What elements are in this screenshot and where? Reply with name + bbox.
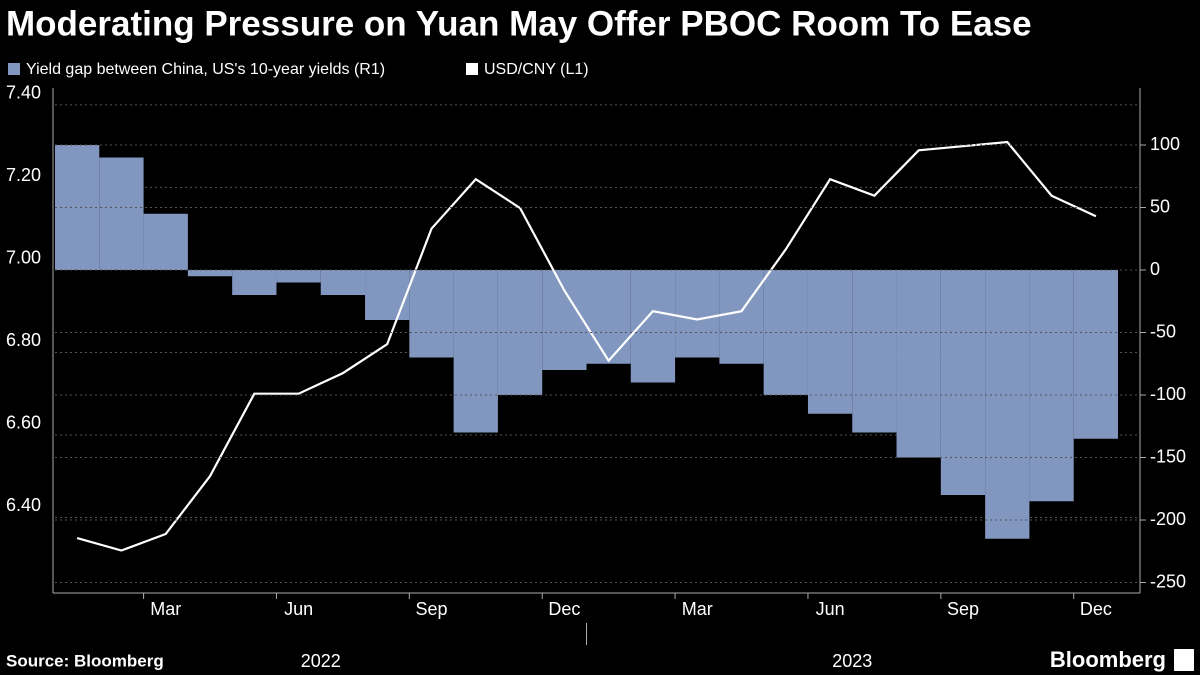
y-tick-label: 6.40 <box>6 495 41 515</box>
bar <box>365 270 410 320</box>
y2-tick-label: -150 <box>1150 446 1186 466</box>
source: Source: Bloomberg <box>6 651 164 670</box>
bar <box>940 270 986 495</box>
bar <box>143 213 188 270</box>
legend-label: USD/CNY (L1) <box>484 61 589 78</box>
y-tick-label: 7.00 <box>6 248 41 268</box>
bar <box>807 270 853 414</box>
x-tick-label: Jun <box>284 599 313 619</box>
y2-tick-label: -50 <box>1150 321 1176 341</box>
y-tick-label: 6.60 <box>6 413 41 433</box>
bar <box>586 270 631 364</box>
bar <box>719 270 764 364</box>
x-tick-label: Mar <box>682 599 713 619</box>
bar <box>630 270 676 383</box>
bar <box>276 270 321 283</box>
bar <box>187 270 233 277</box>
y2-tick-label: -100 <box>1150 384 1186 404</box>
bar <box>1073 270 1118 439</box>
y-tick-label: 6.80 <box>6 330 41 350</box>
chart-title: Moderating Pressure on Yuan May Offer PB… <box>6 4 1032 43</box>
bar <box>896 270 941 458</box>
x-tick-label: Dec <box>1080 599 1112 619</box>
year-label: 2023 <box>832 651 872 671</box>
x-tick-label: Dec <box>548 599 580 619</box>
bar <box>542 270 587 370</box>
year-label: 2022 <box>301 651 341 671</box>
y2-tick-label: -200 <box>1150 509 1186 529</box>
y2-tick-label: 50 <box>1150 196 1170 216</box>
x-tick-label: Jun <box>816 599 845 619</box>
bar <box>232 270 277 295</box>
bar <box>675 270 720 358</box>
brand-icon <box>1174 649 1194 671</box>
line <box>76 140 1097 552</box>
y-tick-label: 7.20 <box>6 165 41 185</box>
bar <box>985 270 1030 539</box>
legend-label: Yield gap between China, US's 10-year yi… <box>26 61 385 78</box>
bar <box>320 270 366 295</box>
y2-tick-label: -250 <box>1150 571 1186 591</box>
bar <box>409 270 454 358</box>
brand: Bloomberg <box>1050 647 1166 672</box>
bar <box>1029 270 1074 502</box>
y2-tick-label: 0 <box>1150 259 1160 279</box>
bar <box>453 270 498 433</box>
bar <box>852 270 897 433</box>
x-tick-label: Sep <box>947 599 979 619</box>
legend-swatch <box>8 63 20 75</box>
y-tick-label: 7.40 <box>6 83 41 103</box>
x-tick-label: Mar <box>150 599 181 619</box>
legend-swatch <box>466 63 478 75</box>
y2-tick-label: 100 <box>1150 134 1180 154</box>
x-tick-label: Sep <box>415 599 447 619</box>
bar <box>99 157 144 270</box>
